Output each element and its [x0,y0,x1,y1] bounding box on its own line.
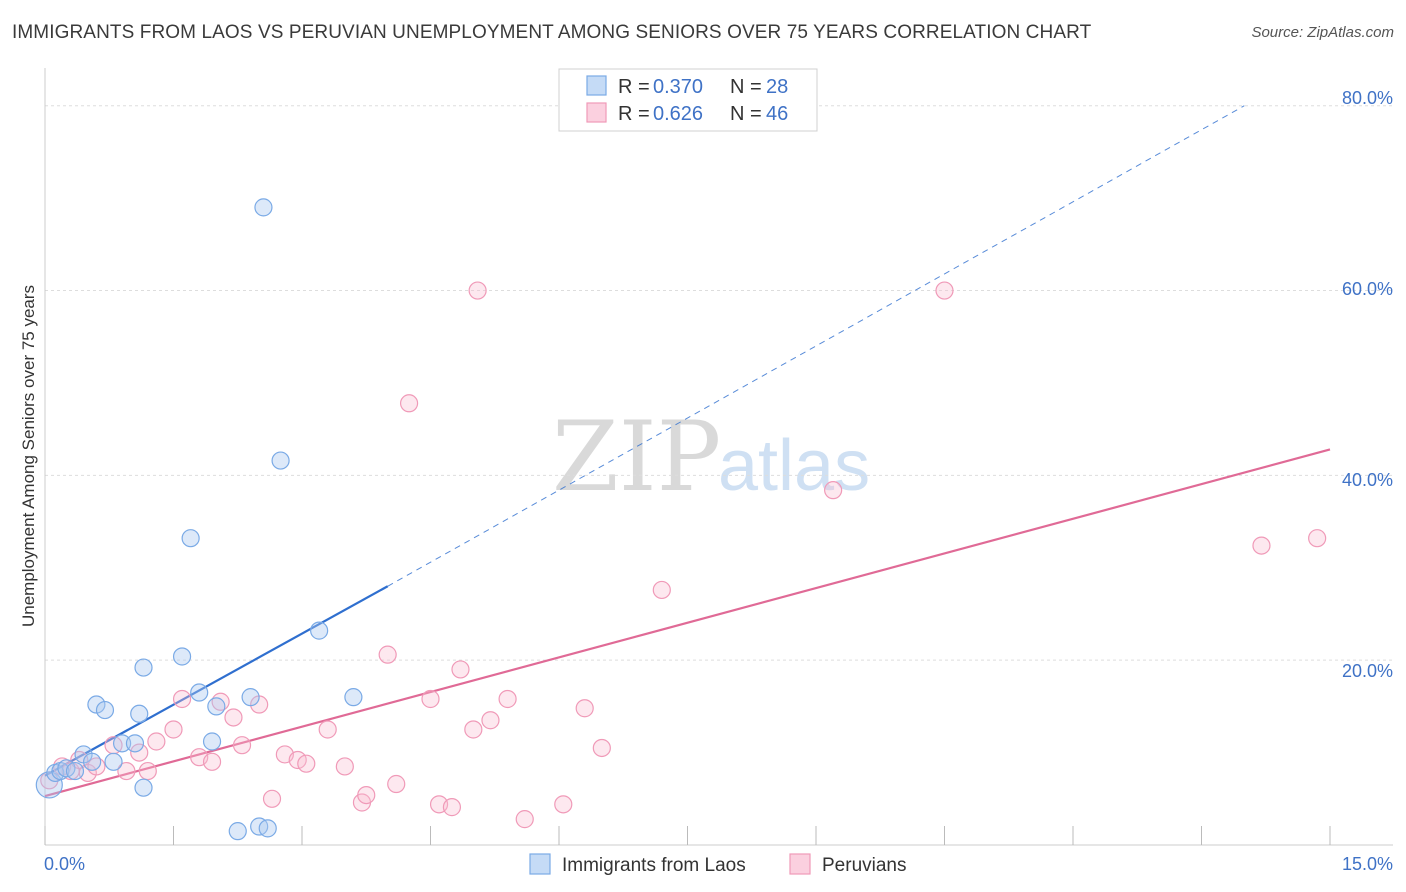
peru-point [935,281,954,300]
laos-trend-line [44,585,389,777]
laos-point [95,700,115,720]
peru-point [357,785,376,805]
laos-point [254,198,273,217]
peru-point [335,757,354,776]
peru-point [451,660,470,679]
laos-point [241,688,260,707]
peru-point [464,720,483,739]
laos-point [181,529,200,548]
legend-n-label-laos: N = [730,76,762,98]
y-tick-80: 80.0% [1342,88,1393,108]
laos-point [112,734,132,753]
peru-point [652,580,671,600]
peru-point [232,736,252,755]
peru-point [318,720,337,739]
laos-trend-extension [387,105,1245,587]
peru-point [202,752,222,771]
peru-point [592,738,611,758]
bottom-legend-label-peru: Peruvians [822,855,907,876]
peru-point [824,481,843,500]
peru-point [515,810,534,829]
peru-point [117,761,136,781]
peru-point [378,645,397,664]
laos-point [344,688,363,707]
peru-point [172,689,192,709]
y-tick-40: 40.0% [1342,470,1393,490]
peru-point [442,798,462,817]
correlation-legend: R = 0.370 N = 28 R = 0.626 N = 46 [558,68,818,132]
legend-swatch-peru [586,102,607,123]
peru-point [498,689,517,709]
x-ticks [44,826,1331,845]
laos-point [104,752,123,771]
y-tick-20: 20.0% [1342,661,1393,681]
watermark-zip: ZIP [552,401,721,513]
trend-lines [44,105,1331,798]
legend-r-value-peru: 0.626 [653,103,703,125]
peru-trend-line [44,448,1331,798]
peru-point [468,281,487,300]
chart-title: IMMIGRANTS FROM LAOS VS PERUVIAN UNEMPLO… [12,22,1092,43]
peru-point [554,795,573,814]
legend-n-value-laos: 28 [766,76,788,98]
peru-point [138,761,157,781]
legend-n-value-peru: 46 [766,103,788,125]
peru-point [575,699,594,718]
peru-point [1308,529,1327,548]
peru-point [481,711,500,730]
y-tick-60: 60.0% [1342,279,1393,299]
laos-point [125,734,145,753]
bottom-legend-swatch-peru [789,853,811,875]
peru-point [262,789,282,808]
legend-r-label-laos: R = [618,76,650,98]
x-tick-max: 15.0% [1342,854,1393,874]
legend-r-value-laos: 0.370 [653,76,703,98]
bottom-legend-label-laos: Immigrants from Laos [562,855,746,876]
peru-point [164,720,183,739]
peru-point [421,689,440,709]
peru-point [387,774,406,794]
laos-point [134,778,153,797]
laos-point [130,704,149,723]
laos-point [172,647,192,666]
laos-point [207,697,226,716]
source-credit: Source: ZipAtlas.com [1251,24,1394,41]
watermark-atlas: atlas [718,426,870,506]
laos-points [35,198,363,841]
peru-point [130,743,149,762]
peru-point [297,754,316,773]
laos-point [310,621,329,640]
gridlines [45,105,1393,661]
laos-point [190,683,209,702]
axes [44,68,1393,846]
x-tick-min: 0.0% [44,854,85,874]
y-axis-label: Unemployment Among Seniors over 75 years [19,285,38,627]
laos-point [271,451,290,470]
bottom-legend-swatch-laos [529,853,551,875]
laos-point [83,752,102,771]
legend-swatch-laos [586,75,607,96]
peru-point [399,394,419,413]
laos-point [202,732,222,751]
peru-point [147,732,166,751]
peru-point [1252,536,1271,555]
peru-point [224,708,243,727]
series-legend: Immigrants from Laos Peruvians [529,853,907,876]
laos-point [134,658,153,677]
legend-n-label-peru: N = [730,103,762,125]
laos-point [65,761,85,781]
laos-point [228,822,247,841]
peru-points [40,281,1327,829]
laos-point [258,819,277,838]
legend-r-label-peru: R = [618,103,650,125]
